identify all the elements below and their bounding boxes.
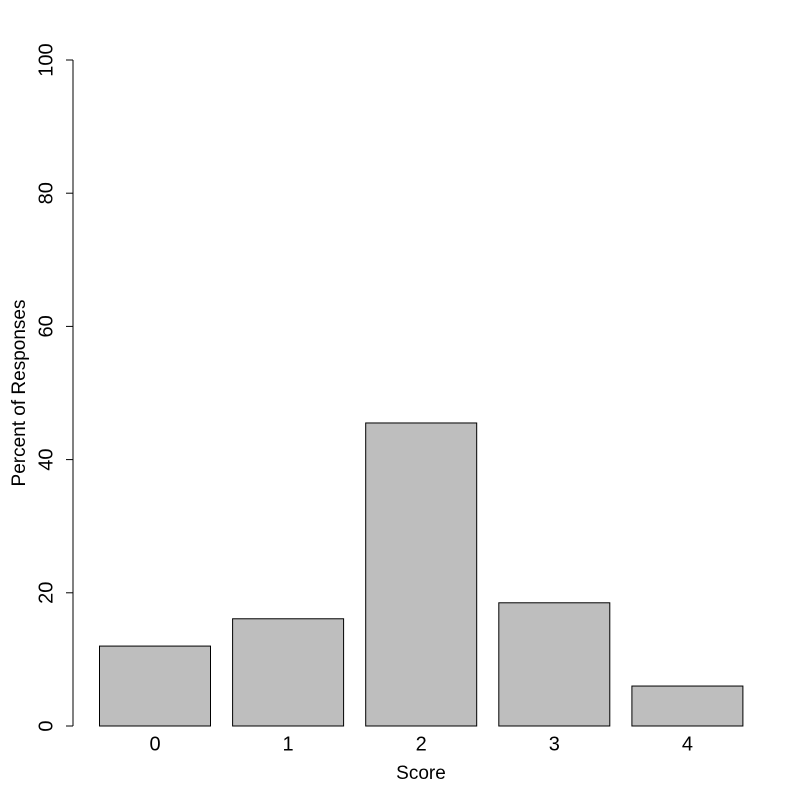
- bar: [232, 618, 345, 727]
- bar: [631, 685, 744, 727]
- x-tick-label: 1: [283, 733, 294, 755]
- y-tick-label: 60: [35, 315, 57, 337]
- y-tick-label: 80: [35, 182, 57, 204]
- y-tick-label: 20: [35, 582, 57, 604]
- bar: [498, 602, 611, 727]
- y-tick-label: 40: [35, 448, 57, 470]
- y-tick-label: 0: [35, 720, 57, 731]
- y-tick-label: 100: [35, 43, 57, 76]
- bar: [99, 645, 211, 727]
- bar: [365, 422, 478, 727]
- x-axis-label: Score: [396, 763, 446, 784]
- x-tick-label: 3: [549, 733, 560, 755]
- x-tick-label: 2: [416, 733, 427, 755]
- x-tick-label: 4: [682, 733, 693, 755]
- x-tick-label: 0: [149, 733, 160, 755]
- y-axis-label: Percent of Responses: [9, 300, 30, 487]
